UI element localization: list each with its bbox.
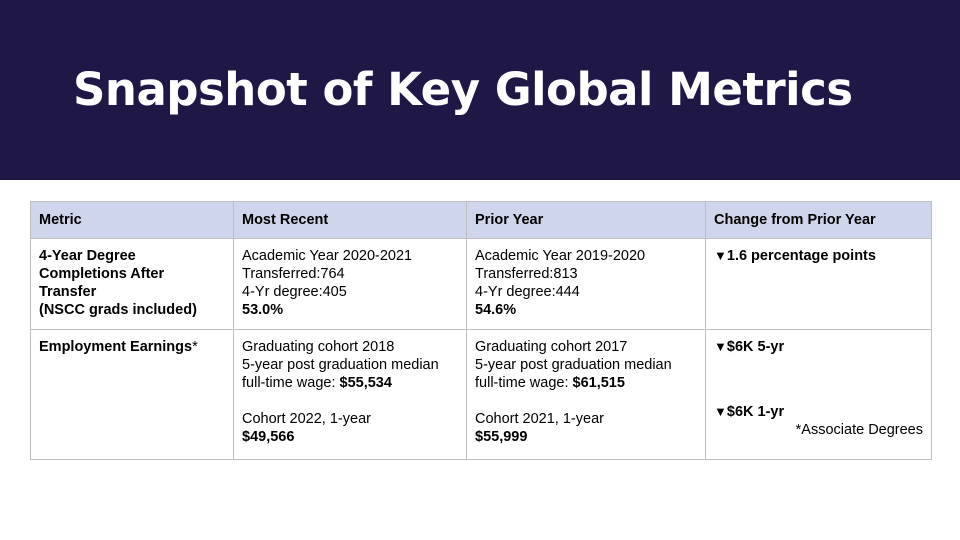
transferred-count: Transferred:813 — [475, 266, 578, 282]
metric-name-line: 4-Year Degree — [39, 248, 136, 264]
header-metric: Metric — [30, 201, 234, 239]
prior-year-cell: Academic Year 2019-2020 Transferred:813 … — [466, 238, 706, 330]
change-cell: ▼$6K 5-yr ▼$6K 1-yr *Associate Degrees — [705, 329, 932, 460]
academic-year: Academic Year 2019-2020 — [475, 248, 646, 264]
slide-title: Snapshot of Key Global Metrics — [73, 63, 853, 116]
metric-name: Employment Earnings — [39, 339, 193, 355]
most-recent-cell: Graduating cohort 2018 5-year post gradu… — [233, 329, 467, 460]
one-year-wage-value: $49,566 — [242, 429, 295, 445]
title-banner: Snapshot of Key Global Metrics — [0, 0, 960, 180]
header-most-recent: Most Recent — [233, 201, 467, 239]
metric-name-line: Transfer — [39, 284, 97, 300]
spacer — [714, 356, 923, 403]
metric-cell: 4-Year Degree Completions After Transfer… — [30, 238, 234, 330]
down-triangle-icon: ▼ — [714, 339, 727, 354]
wage-description: 5-year post graduation median — [242, 357, 439, 373]
change-1yr: ▼$6K 1-yr — [714, 403, 923, 421]
associate-degrees-footnote: *Associate Degrees — [795, 422, 923, 438]
metric-cell: Employment Earnings* — [30, 329, 234, 460]
wage-description: 5-year post graduation median — [475, 357, 672, 373]
wage-line: full-time wage: $61,515 — [475, 374, 697, 392]
metric-footnote-marker: * — [192, 339, 198, 355]
one-year-wage-value: $55,999 — [475, 429, 528, 445]
change-cell: ▼1.6 percentage points — [705, 238, 932, 330]
wage-label: full-time wage: — [475, 375, 573, 391]
degree-count: 4-Yr degree:405 — [242, 284, 347, 300]
table-header-row: Metric Most Recent Prior Year Change fro… — [30, 201, 932, 239]
cohort-label: Graduating cohort 2018 — [242, 339, 395, 355]
wage-label: full-time wage: — [242, 375, 340, 391]
one-year-cohort-label: Cohort 2021, 1-year — [475, 411, 604, 427]
cohort-label: Graduating cohort 2017 — [475, 339, 628, 355]
change-text: $6K 1-yr — [726, 404, 785, 420]
spacer — [242, 392, 458, 410]
completion-rate: 54.6% — [475, 302, 517, 318]
wage-value: $55,534 — [339, 375, 392, 391]
completion-rate: 53.0% — [242, 302, 284, 318]
one-year-cohort-label: Cohort 2022, 1-year — [242, 411, 371, 427]
academic-year: Academic Year 2020-2021 — [242, 248, 413, 264]
table-row-degree-completions: 4-Year Degree Completions After Transfer… — [30, 238, 932, 330]
table-row-employment-earnings: Employment Earnings* Graduating cohort 2… — [30, 329, 932, 460]
metrics-table: Metric Most Recent Prior Year Change fro… — [30, 201, 932, 460]
down-triangle-icon: ▼ — [714, 404, 727, 419]
change-value: ▼1.6 percentage points — [714, 247, 923, 265]
spacer — [475, 392, 697, 410]
down-triangle-icon: ▼ — [714, 248, 727, 263]
header-prior-year: Prior Year — [466, 201, 706, 239]
metric-name-line: Completions After — [39, 266, 165, 282]
wage-line: full-time wage: $55,534 — [242, 374, 458, 392]
transferred-count: Transferred:764 — [242, 266, 345, 282]
metric-name-line: (NSCC grads included) — [39, 302, 197, 318]
change-text: 1.6 percentage points — [726, 248, 876, 264]
header-change: Change from Prior Year — [705, 201, 932, 239]
degree-count: 4-Yr degree:444 — [475, 284, 580, 300]
change-5yr: ▼$6K 5-yr — [714, 338, 923, 356]
change-text: $6K 5-yr — [726, 339, 785, 355]
wage-value: $61,515 — [572, 375, 625, 391]
prior-year-cell: Graduating cohort 2017 5-year post gradu… — [466, 329, 706, 460]
most-recent-cell: Academic Year 2020-2021 Transferred:764 … — [233, 238, 467, 330]
